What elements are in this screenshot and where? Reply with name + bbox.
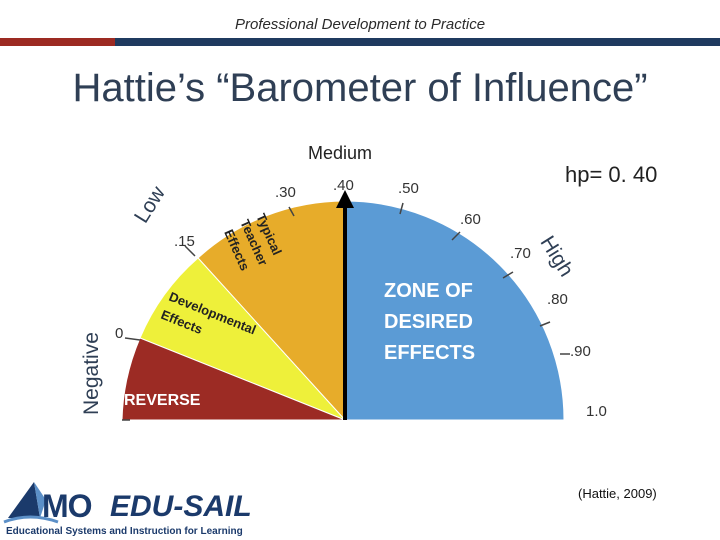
- logo-tagline: Educational Systems and Instruction for …: [6, 526, 243, 537]
- tick-label-100: 1.0: [586, 403, 607, 420]
- tick-labels: 0 .15 .30 .40 .50 .60 .70 .80 .90 1.0: [115, 177, 607, 420]
- citation: (Hattie, 2009): [578, 486, 657, 501]
- hp-label: hp= 0. 40: [565, 162, 658, 187]
- logo-edusail: EDU-SAIL: [110, 490, 252, 523]
- desired-zone: [344, 200, 565, 421]
- tick-label-90: .90: [570, 343, 591, 360]
- developmental-zone: [139, 257, 346, 421]
- reverse-label: REVERSE: [124, 392, 201, 409]
- negative-label: Negative: [80, 332, 103, 415]
- needle-arrow: [336, 190, 354, 208]
- header-bar: [115, 38, 720, 46]
- desired-label-1: ZONE OF: [384, 280, 473, 302]
- teacher-label-group: Typical Teacher Effects: [221, 211, 285, 273]
- teacher-zone: [197, 200, 346, 422]
- medium-label: Medium: [308, 143, 373, 163]
- tick-label-30: .30: [275, 184, 296, 201]
- desired-label-3: EFFECTS: [384, 342, 475, 364]
- slide-header: Professional Development to Practice: [234, 16, 486, 33]
- tick-label-15: .15: [174, 233, 195, 250]
- tick-label-40: .40: [333, 177, 354, 194]
- tick-label-80: .80: [547, 291, 568, 308]
- tick-label-70: .70: [510, 245, 531, 262]
- logo-mo: MO: [42, 488, 93, 524]
- mo-edusail-logo: [3, 482, 59, 524]
- header-bar-accent: [0, 38, 115, 46]
- slide-title: Hattie’s “Barometer of Influence”: [72, 66, 648, 110]
- tick-label-0: 0: [115, 325, 123, 342]
- desired-label-group: ZONE OF DESIRED EFFECTS: [384, 280, 475, 364]
- desired-label-2: DESIRED: [384, 311, 473, 333]
- tick-label-60: .60: [460, 211, 481, 228]
- tick-label-50: .50: [398, 180, 419, 197]
